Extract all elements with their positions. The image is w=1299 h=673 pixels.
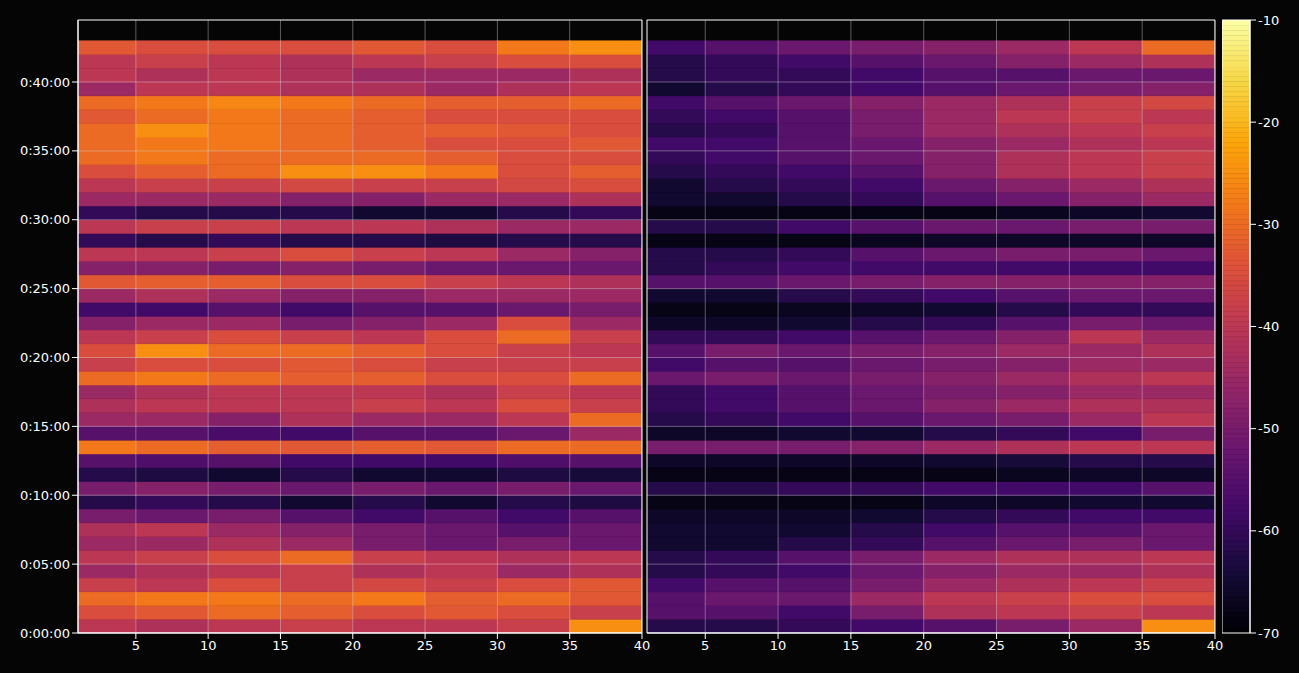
svg-text:15: 15 (843, 638, 860, 653)
svg-text:0:10:00: 0:10:00 (20, 488, 70, 503)
svg-text:0:15:00: 0:15:00 (20, 419, 70, 434)
svg-text:5: 5 (132, 638, 140, 653)
svg-text:-70: -70 (1258, 626, 1279, 641)
svg-text:35: 35 (561, 638, 578, 653)
svg-text:0:30:00: 0:30:00 (20, 212, 70, 227)
svg-text:-50: -50 (1258, 421, 1279, 436)
svg-text:5: 5 (701, 638, 709, 653)
svg-text:40: 40 (634, 638, 651, 653)
svg-text:0:05:00: 0:05:00 (20, 557, 70, 572)
svg-text:-40: -40 (1258, 319, 1279, 334)
svg-text:0:20:00: 0:20:00 (20, 350, 70, 365)
svg-text:10: 10 (770, 638, 787, 653)
svg-text:30: 30 (1061, 638, 1078, 653)
svg-text:0:40:00: 0:40:00 (20, 75, 70, 90)
svg-text:10: 10 (200, 638, 217, 653)
svg-text:0:00:00: 0:00:00 (20, 626, 70, 641)
svg-text:0:25:00: 0:25:00 (20, 281, 70, 296)
svg-text:0:35:00: 0:35:00 (20, 143, 70, 158)
svg-text:-30: -30 (1258, 217, 1279, 232)
svg-text:-10: -10 (1258, 13, 1279, 28)
svg-text:40: 40 (1207, 638, 1224, 653)
svg-text:20: 20 (344, 638, 361, 653)
svg-text:30: 30 (489, 638, 506, 653)
svg-text:25: 25 (988, 638, 1005, 653)
svg-text:15: 15 (272, 638, 289, 653)
svg-text:35: 35 (1134, 638, 1151, 653)
svg-text:25: 25 (417, 638, 434, 653)
svg-text:-20: -20 (1258, 115, 1279, 130)
svg-text:-60: -60 (1258, 523, 1279, 538)
svg-text:20: 20 (915, 638, 932, 653)
